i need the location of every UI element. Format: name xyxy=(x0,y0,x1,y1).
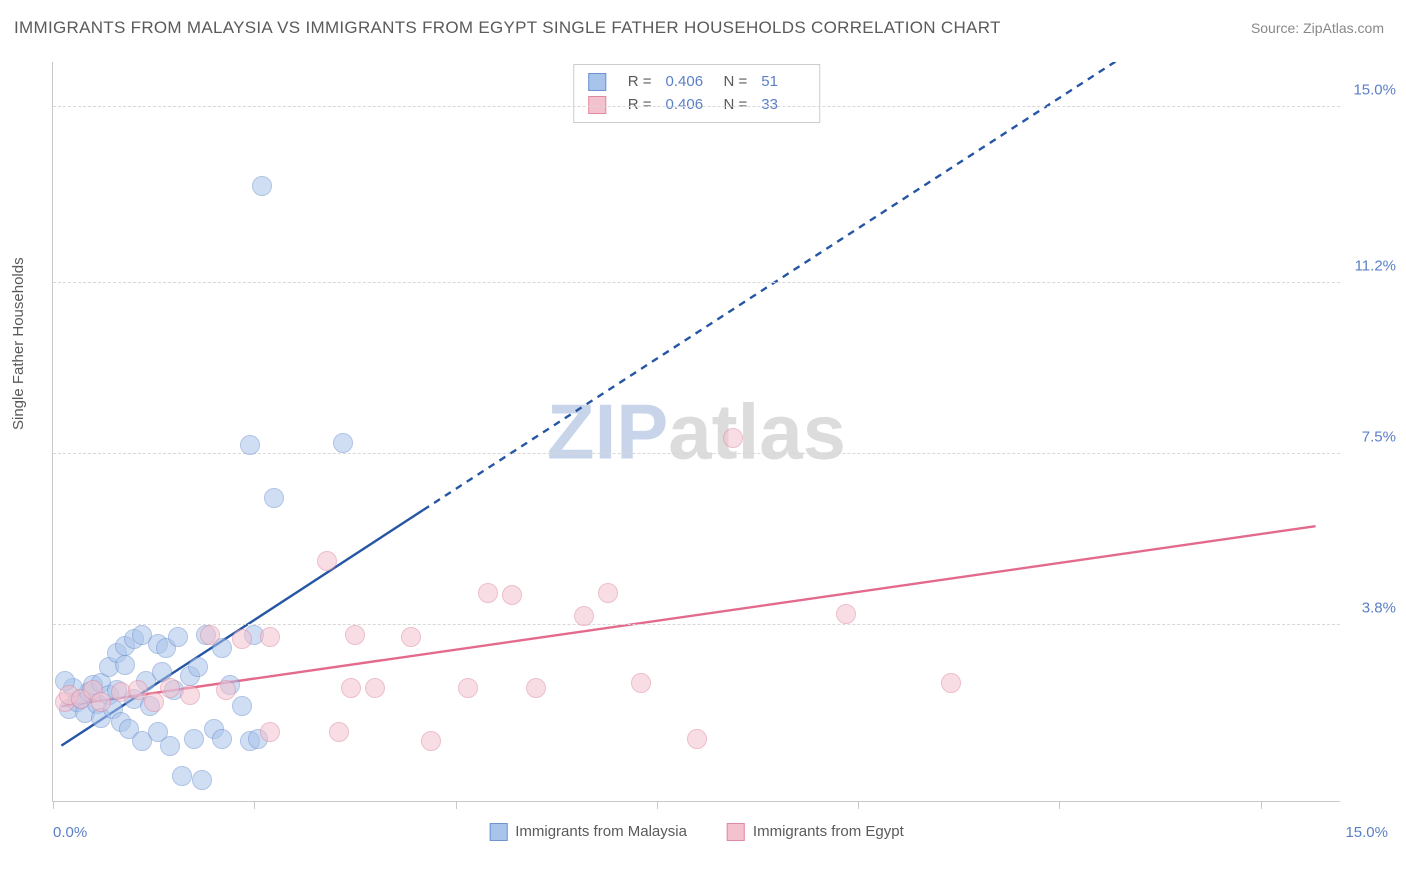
watermark: ZIPatlas xyxy=(547,386,846,477)
x-axis-max-label: 15.0% xyxy=(1345,824,1388,841)
legend-item-malaysia: Immigrants from Malaysia xyxy=(489,823,687,841)
data-point xyxy=(200,625,220,645)
bottom-legend: Immigrants from Malaysia Immigrants from… xyxy=(489,823,904,841)
gridline xyxy=(53,106,1340,107)
data-point xyxy=(333,433,353,453)
r-value-egypt: 0.406 xyxy=(666,94,710,117)
data-point xyxy=(212,729,232,749)
y-tick-label: 3.8% xyxy=(1362,600,1396,617)
data-point xyxy=(232,629,252,649)
data-point xyxy=(115,655,135,675)
data-point xyxy=(631,673,651,693)
data-point xyxy=(188,657,208,677)
data-point xyxy=(502,585,522,605)
x-tick xyxy=(53,801,54,809)
legend-label: Immigrants from Egypt xyxy=(753,823,904,840)
data-point xyxy=(240,435,260,455)
data-point xyxy=(160,678,180,698)
gridline xyxy=(53,624,1340,625)
data-point xyxy=(260,627,280,647)
y-tick-label: 7.5% xyxy=(1362,429,1396,446)
data-point xyxy=(687,729,707,749)
y-tick-label: 15.0% xyxy=(1353,82,1396,99)
source-attribution: Source: ZipAtlas.com xyxy=(1251,20,1384,36)
data-point xyxy=(264,488,284,508)
x-tick xyxy=(456,801,457,809)
correlation-stats-box: R = 0.406 N = 51 R = 0.406 N = 33 xyxy=(573,64,821,123)
x-tick xyxy=(1261,801,1262,809)
x-tick xyxy=(858,801,859,809)
legend-swatch-malaysia xyxy=(588,73,606,91)
data-point xyxy=(723,428,743,448)
data-point xyxy=(341,678,361,698)
x-tick xyxy=(1059,801,1060,809)
y-tick-label: 11.2% xyxy=(1355,258,1396,275)
data-point xyxy=(574,606,594,626)
legend-swatch-icon xyxy=(727,823,745,841)
watermark-text-b: atlas xyxy=(668,387,846,475)
data-point xyxy=(260,722,280,742)
legend-label: Immigrants from Malaysia xyxy=(515,823,687,840)
y-axis-label: Single Father Households xyxy=(10,257,27,430)
r-value-malaysia: 0.406 xyxy=(666,71,710,94)
stats-row-2: R = 0.406 N = 33 xyxy=(588,94,806,117)
data-point xyxy=(252,176,272,196)
data-point xyxy=(941,673,961,693)
data-point xyxy=(172,766,192,786)
data-point xyxy=(836,604,856,624)
x-tick xyxy=(254,801,255,809)
data-point xyxy=(192,770,212,790)
r-label: R = xyxy=(628,94,652,117)
data-point xyxy=(184,729,204,749)
data-point xyxy=(91,692,111,712)
legend-swatch-egypt xyxy=(588,96,606,114)
legend-item-egypt: Immigrants from Egypt xyxy=(727,823,904,841)
r-label: R = xyxy=(628,71,652,94)
data-point xyxy=(232,696,252,716)
trend-lines-layer xyxy=(53,62,1340,801)
data-point xyxy=(365,678,385,698)
legend-swatch-icon xyxy=(489,823,507,841)
gridline xyxy=(53,282,1340,283)
x-axis-min-label: 0.0% xyxy=(53,824,87,841)
data-point xyxy=(401,627,421,647)
data-point xyxy=(345,625,365,645)
n-label: N = xyxy=(724,94,748,117)
data-point xyxy=(216,680,236,700)
data-point xyxy=(598,583,618,603)
scatter-plot-area: ZIPatlas R = 0.406 N = 51 R = 0.406 N = … xyxy=(52,62,1340,802)
n-label: N = xyxy=(724,71,748,94)
data-point xyxy=(144,692,164,712)
x-tick xyxy=(657,801,658,809)
chart-title: IMMIGRANTS FROM MALAYSIA VS IMMIGRANTS F… xyxy=(14,18,1001,38)
watermark-text-a: ZIP xyxy=(547,387,668,475)
data-point xyxy=(421,731,441,751)
n-value-malaysia: 51 xyxy=(761,71,805,94)
data-point xyxy=(526,678,546,698)
data-point xyxy=(478,583,498,603)
data-point xyxy=(160,736,180,756)
stats-row-1: R = 0.406 N = 51 xyxy=(588,71,806,94)
data-point xyxy=(168,627,188,647)
n-value-egypt: 33 xyxy=(761,94,805,117)
data-point xyxy=(180,685,200,705)
data-point xyxy=(317,551,337,571)
data-point xyxy=(329,722,349,742)
data-point xyxy=(458,678,478,698)
